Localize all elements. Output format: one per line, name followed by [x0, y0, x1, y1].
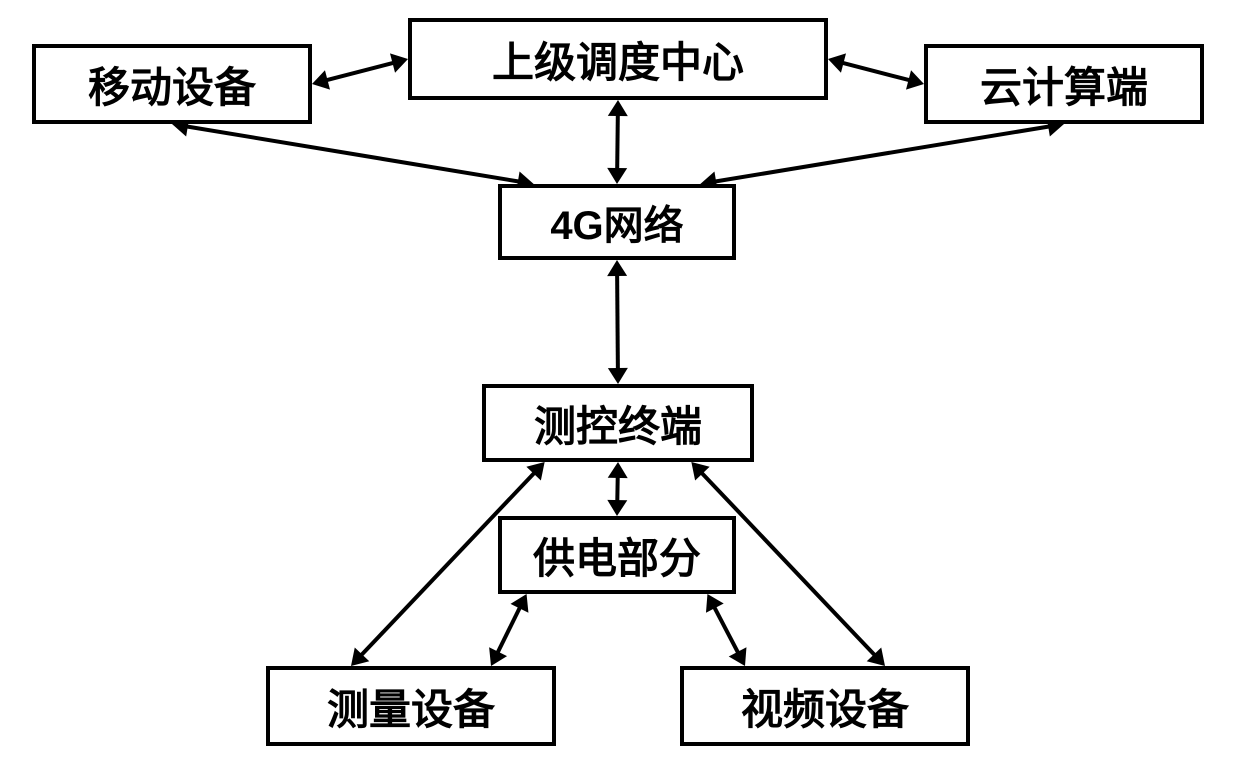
node-cloud: 云计算端 [924, 44, 1204, 124]
node-power: 供电部分 [498, 516, 736, 594]
edge [617, 114, 618, 169]
edge [715, 126, 1050, 181]
node-label: 云计算端 [980, 54, 1148, 115]
node-measure: 测量设备 [266, 666, 556, 746]
node-label: 测量设备 [327, 676, 495, 737]
edge [617, 274, 618, 369]
node-label: 视频设备 [741, 676, 909, 737]
edge [326, 63, 394, 81]
node-dispatch: 上级调度中心 [408, 18, 828, 100]
node-mobile: 移动设备 [32, 44, 312, 124]
system-architecture-diagram: 移动设备 上级调度中心 云计算端 4G网络测控终端供电部分测量设备 视频设备 [0, 0, 1240, 764]
node-label: 4G网络 [550, 193, 683, 251]
node-g4: 4G网络 [498, 184, 736, 260]
node-label: 测控终端 [534, 393, 702, 454]
node-label: 供电部分 [533, 525, 701, 586]
edge [497, 607, 520, 653]
node-video: 视频设备 [680, 666, 970, 746]
edge [714, 607, 738, 653]
node-label: 移动设备 [88, 54, 256, 115]
edge [842, 63, 910, 81]
node-terminal: 测控终端 [482, 384, 754, 462]
node-label: 上级调度中心 [492, 29, 744, 90]
edge [186, 126, 519, 181]
